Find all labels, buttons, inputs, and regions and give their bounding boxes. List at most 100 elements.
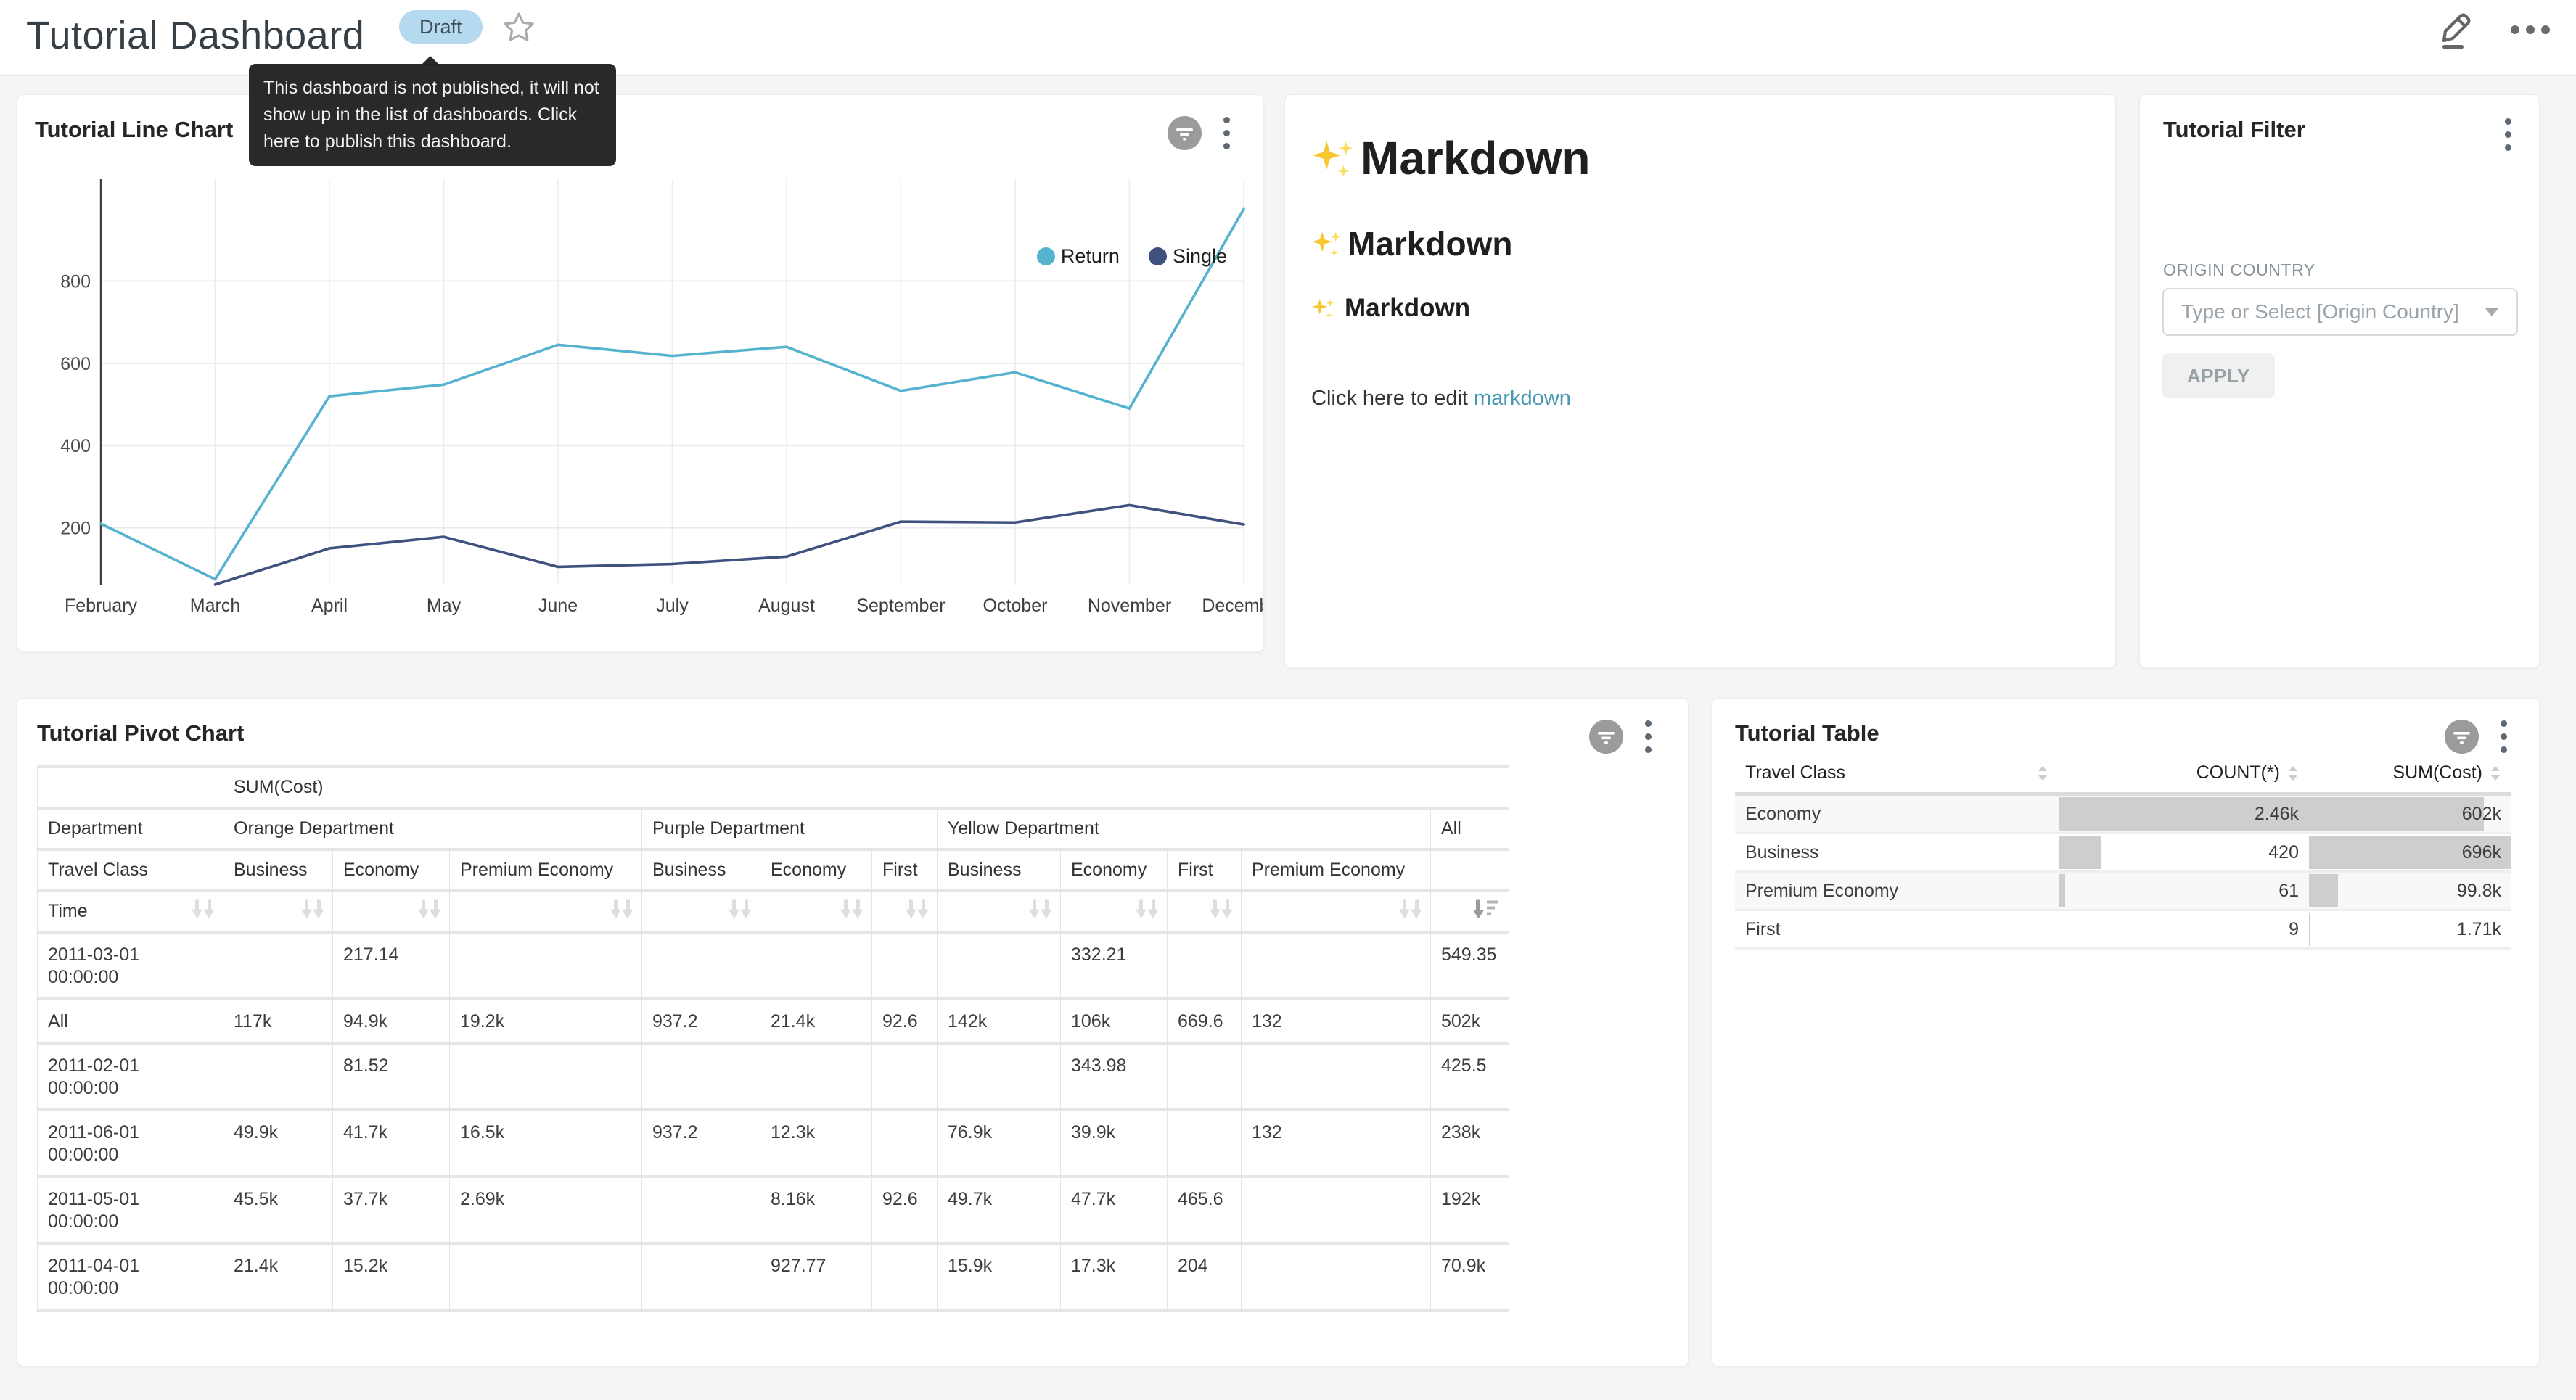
pivot-subdim-label: Travel Class (38, 851, 223, 892)
table-row: First91.71k (1735, 911, 2511, 950)
pivot-value-cell (1168, 1045, 1242, 1111)
pivot-value-cell: 45.5k (223, 1178, 333, 1245)
sort-icon[interactable] (1135, 899, 1160, 924)
pivot-value-cell: 21.4k (223, 1245, 333, 1312)
pivot-class-header: Business (938, 851, 1061, 892)
pivot-value-cell (642, 1045, 760, 1111)
sort-icon[interactable] (728, 899, 752, 924)
markdown-paragraph: Click here to edit markdown (1311, 387, 1590, 411)
filter-indicator-icon[interactable] (1168, 116, 1202, 150)
pivot-value-cell: 549.35 (1431, 934, 1509, 1000)
value-bar (2309, 797, 2484, 831)
chevron-down-icon (2485, 308, 2499, 316)
markdown-h2: Markdown (1311, 224, 1590, 263)
pivot-value-cell: 142k (938, 1000, 1061, 1045)
cell-count: 2.46k (2059, 796, 2309, 834)
legend-dot-return (1037, 247, 1055, 265)
chart-kebab-menu-icon[interactable] (1218, 112, 1236, 154)
chart-kebab-menu-icon[interactable] (2495, 716, 2513, 757)
pivot-value-cell (1242, 1245, 1431, 1312)
pivot-department-header: Orange Department (223, 810, 642, 851)
sort-icon[interactable] (191, 899, 216, 924)
svg-text:April: April (311, 596, 348, 616)
pivot-value-cell: 49.9k (223, 1111, 333, 1178)
svg-text:800: 800 (60, 271, 91, 292)
pivot-class-header: Premium Economy (1242, 851, 1431, 892)
pivot-row-label: 2011-05-01 00:00:00 (38, 1178, 223, 1245)
edit-markdown-link[interactable]: markdown (1474, 387, 1571, 410)
pivot-value-cell: 192k (1431, 1178, 1509, 1245)
pivot-value-cell: 465.6 (1168, 1178, 1242, 1245)
markdown-h1-text: Markdown (1361, 131, 1590, 185)
origin-country-select[interactable]: Type or Select [Origin Country] (2162, 288, 2518, 336)
pivot-dim-label: Department (38, 810, 223, 851)
pivot-value-cell: 937.2 (642, 1000, 760, 1045)
pivot-value-cell: 92.6 (872, 1178, 938, 1245)
sort-icon[interactable] (300, 899, 325, 924)
pivot-row-label: 2011-04-01 00:00:00 (38, 1245, 223, 1312)
pivot-sort-cell (872, 892, 938, 934)
pivot-sort-cell (760, 892, 872, 934)
pivot-value-cell (223, 934, 333, 1000)
svg-text:August: August (758, 596, 815, 616)
pivot-value-cell: 106k (1061, 1000, 1168, 1045)
sparkles-icon (1311, 136, 1356, 181)
pivot-sort-cell (333, 892, 450, 934)
pivot-value-cell: 937.2 (642, 1111, 760, 1178)
filter-panel: Tutorial Filter ORIGIN COUNTRY Type or S… (2139, 94, 2540, 668)
legend-label-return: Return (1061, 245, 1120, 268)
pivot-value-cell (760, 934, 872, 1000)
pivot-value-cell (1168, 934, 1242, 1000)
filter-kebab-menu-icon[interactable] (2499, 114, 2517, 155)
pivot-class-header: Economy (1061, 851, 1168, 892)
data-table: Travel ClassCOUNT(*)SUM(Cost)Economy2.46… (1735, 754, 2511, 950)
pivot-table: SUM(Cost)DepartmentOrange DepartmentPurp… (37, 765, 1509, 1312)
pivot-value-cell (642, 934, 760, 1000)
draft-status-badge[interactable]: Draft (399, 10, 483, 44)
pivot-sort-cell (938, 892, 1061, 934)
pivot-class-header: Economy (760, 851, 872, 892)
line-chart-plot: 200400600800FebruaryMarchAprilMayJuneJul… (17, 95, 1264, 652)
column-header-travel-class[interactable]: Travel Class (1735, 754, 2059, 796)
pivot-row-label: 2011-03-01 00:00:00 (38, 934, 223, 1000)
legend-item-return[interactable]: Return (1037, 245, 1120, 268)
column-header-sum-cost[interactable]: SUM(Cost) (2309, 754, 2511, 796)
sort-icon[interactable] (1398, 899, 1423, 924)
sort-icon[interactable] (1209, 899, 1234, 924)
filter-indicator-icon[interactable] (2445, 720, 2479, 754)
pivot-class-header: First (1168, 851, 1242, 892)
apply-button[interactable]: APPLY (2162, 353, 2275, 398)
svg-text:600: 600 (60, 354, 91, 374)
chart-kebab-menu-icon[interactable] (1639, 716, 1657, 757)
cell-count: 9 (2059, 911, 2309, 950)
legend-item-single[interactable]: Single (1149, 245, 1227, 268)
pivot-value-cell: 8.16k (760, 1178, 872, 1245)
sort-icon[interactable] (610, 899, 634, 924)
legend-dot-single (1149, 247, 1167, 265)
line-chart-title: Tutorial Line Chart (35, 117, 233, 143)
pivot-value-cell (1168, 1111, 1242, 1178)
sort-icon[interactable] (417, 899, 442, 924)
pivot-sort-cell-active (1431, 892, 1509, 934)
edit-pencil-icon[interactable] (2434, 9, 2479, 51)
pivot-value-cell: 21.4k (760, 1000, 872, 1045)
pivot-value-cell: 502k (1431, 1000, 1509, 1045)
pivot-class-header: Business (642, 851, 760, 892)
sort-desc-icon[interactable] (1472, 899, 1501, 924)
line-chart-panel: Tutorial Line Chart Return Single 200400… (17, 94, 1264, 652)
column-header-count[interactable]: COUNT(*) (2059, 754, 2309, 796)
pivot-value-cell: 927.77 (760, 1245, 872, 1312)
pivot-value-cell: 16.5k (450, 1111, 642, 1178)
pivot-row: 2011-05-01 00:00:0045.5k37.7k2.69k8.16k9… (38, 1178, 1509, 1245)
pivot-value-cell (760, 1045, 872, 1111)
legend-label-single: Single (1173, 245, 1227, 268)
sort-icon[interactable] (840, 899, 864, 924)
sort-icon[interactable] (905, 899, 930, 924)
favorite-star-icon[interactable] (501, 10, 536, 45)
filter-indicator-icon[interactable] (1589, 720, 1623, 754)
more-options-icon[interactable] (2509, 18, 2551, 41)
svg-text:November: November (1088, 596, 1171, 616)
sort-icon[interactable] (1028, 899, 1053, 924)
pivot-value-cell: 70.9k (1431, 1245, 1509, 1312)
pivot-value-cell: 117k (223, 1000, 333, 1045)
